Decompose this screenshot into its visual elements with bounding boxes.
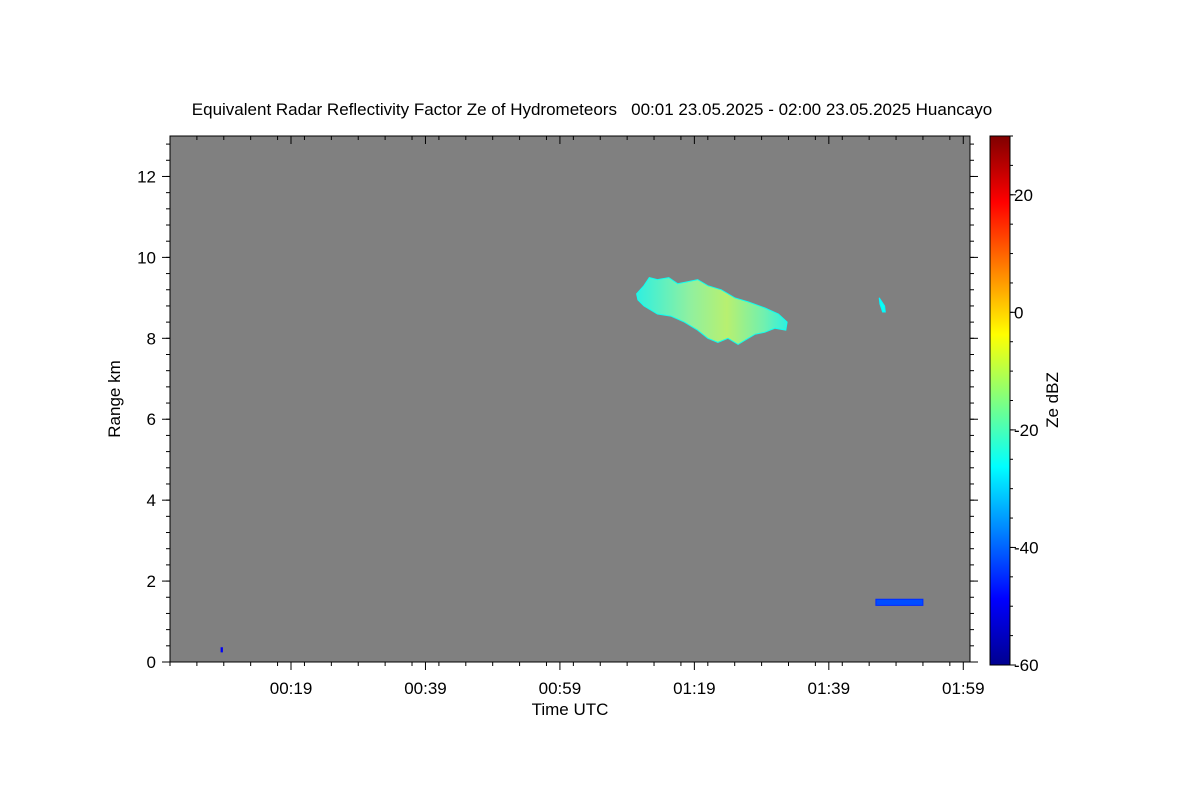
y-tick-label: 0 bbox=[147, 653, 156, 672]
plot-background bbox=[170, 136, 970, 662]
colorbar-tick-label: 0 bbox=[1014, 303, 1023, 322]
y-tick-label: 10 bbox=[137, 248, 156, 267]
x-axis-label: Time UTC bbox=[532, 700, 609, 719]
echo-low-echo bbox=[875, 598, 924, 606]
x-tick-label: 00:19 bbox=[270, 679, 313, 698]
colorbar-label: Ze dBZ bbox=[1043, 372, 1062, 428]
colorbar-tick-label: 20 bbox=[1014, 186, 1033, 205]
x-axis: 00:19 00:39 00:59 01:19 01:39 01:59 bbox=[169, 136, 985, 698]
echo-small-echo bbox=[878, 297, 886, 313]
y-tick-label: 4 bbox=[147, 491, 156, 510]
chart-title: Equivalent Radar Reflectivity Factor Ze … bbox=[192, 100, 992, 119]
colorbar-tick-label: -60 bbox=[1014, 656, 1039, 675]
x-tick-label: 00:59 bbox=[539, 679, 582, 698]
x-tick-label: 01:39 bbox=[808, 679, 851, 698]
y-tick-label: 2 bbox=[147, 572, 156, 591]
echo-layer bbox=[220, 277, 924, 653]
echo-upper-cloud-layer bbox=[636, 277, 788, 345]
y-tick-label: 12 bbox=[137, 167, 156, 186]
x-tick-label: 00:39 bbox=[404, 679, 447, 698]
plot-frame bbox=[169, 135, 971, 663]
y-tick-label: 8 bbox=[147, 329, 156, 348]
x-tick-label: 01:59 bbox=[942, 679, 985, 698]
y-axis-label: Range km bbox=[105, 360, 124, 437]
colorbar-tick-label: -20 bbox=[1014, 421, 1039, 440]
x-tick-label: 01:19 bbox=[673, 679, 716, 698]
colorbar bbox=[989, 135, 1011, 666]
colorbar-tick-label: -40 bbox=[1014, 538, 1039, 557]
colorbar-axis: -60 -40 -20 0 20 bbox=[1010, 135, 1039, 675]
y-axis: 0 2 4 6 8 10 12 bbox=[137, 143, 978, 672]
echo-tiny-speck bbox=[220, 647, 223, 653]
y-tick-label: 6 bbox=[147, 410, 156, 429]
